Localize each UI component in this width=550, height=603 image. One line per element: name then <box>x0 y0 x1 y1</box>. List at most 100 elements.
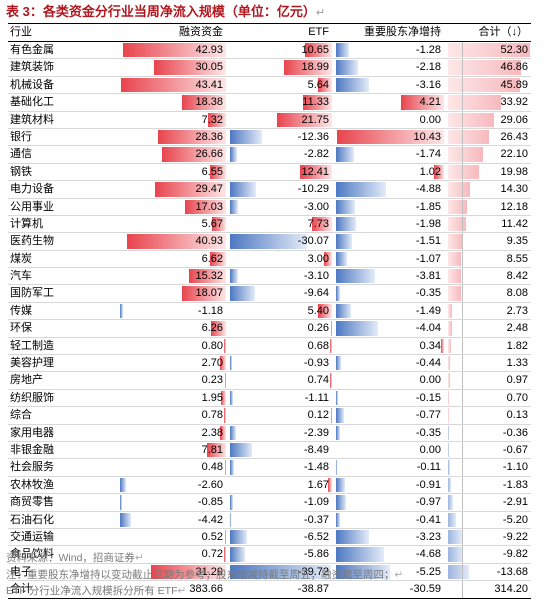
total-row: 合计 383.66 -38.87 -30.59 314.20 <box>8 581 531 599</box>
holder-cell: 4.21 <box>336 94 444 110</box>
margin-cell: 0.48 <box>120 459 226 475</box>
etf-value: 5.64 <box>307 78 329 91</box>
total-value: -1.83 <box>502 478 528 491</box>
axis-line <box>462 146 463 163</box>
etf-databar <box>230 182 257 197</box>
holder-databar <box>336 251 347 267</box>
total-value: -0.67 <box>502 443 528 456</box>
total-cell: 1.33 <box>448 355 531 372</box>
etf-databar <box>230 286 255 301</box>
holder-databar <box>336 129 444 145</box>
holder-value: 0.00 <box>419 443 441 456</box>
table-row: 有色金属 42.93 10.65 -1.28 52.30 <box>8 42 531 60</box>
return-mark-icon: ↵ <box>177 585 187 597</box>
industry-name: 医药生物 <box>10 235 54 248</box>
industry-name: 综合 <box>10 409 32 422</box>
industry-name: 交通运输 <box>10 530 54 543</box>
table-row: 环保 6.26 0.26 -4.04 2.48 <box>8 320 531 338</box>
margin-databar <box>150 564 226 580</box>
header-etf: ETF <box>308 26 329 38</box>
margin-value: 43.41 <box>195 78 223 91</box>
margin-value: -0.85 <box>197 496 223 509</box>
margin-cell: -4.42 <box>120 512 226 528</box>
etf-value: -5.86 <box>303 548 329 561</box>
holder-cell: -4.88 <box>336 181 444 197</box>
holder-databar <box>336 356 341 371</box>
holder-value: -2.18 <box>415 61 441 74</box>
total-value: -0.36 <box>502 426 528 439</box>
margin-value: 42.93 <box>195 44 223 56</box>
margin-value: -1.18 <box>197 304 223 317</box>
margin-value: 5.67 <box>201 217 223 230</box>
industry-name: 石油石化 <box>10 513 54 526</box>
etf-value: 11.33 <box>302 96 329 109</box>
etf-value: -2.82 <box>303 148 329 161</box>
margin-cell: 40.93 <box>120 233 226 249</box>
etf-databar <box>230 460 234 475</box>
holder-cell: -0.77 <box>336 407 444 423</box>
total-databar <box>448 129 490 145</box>
axis-line <box>462 355 463 372</box>
axis-line <box>462 181 463 198</box>
margin-cell: -1.18 <box>120 303 226 319</box>
etf-note: ETF 分行业净流入规模拆分所有 ETF <box>6 585 178 597</box>
axis-line <box>462 111 463 128</box>
total-value: 46.86 <box>500 61 528 74</box>
total-cell: 2.73 <box>448 302 531 320</box>
margin-cell: -0.85 <box>120 494 226 510</box>
holder-cell: -1.51 <box>336 233 444 249</box>
margin-databar <box>120 512 131 527</box>
holder-value: -0.35 <box>415 426 441 439</box>
industry-name: 建筑装饰 <box>10 61 54 74</box>
holder-cell: -1.28 <box>336 42 444 58</box>
margin-value: 6.62 <box>201 252 223 265</box>
holder-databar <box>336 564 390 580</box>
return-mark-icon: ↵ <box>315 7 326 19</box>
holder-cell: -0.97 <box>336 494 444 510</box>
margin-databar <box>224 529 226 545</box>
margin-cell: 31.29 <box>120 564 226 580</box>
industry-name: 银行 <box>10 130 32 143</box>
etf-cell: 0.12 <box>230 407 332 423</box>
axis-line <box>462 250 463 268</box>
margin-value: 7.81 <box>201 443 223 456</box>
industry-name: 汽车 <box>10 270 32 283</box>
holder-databar <box>336 199 356 214</box>
industry-name: 家用电器 <box>10 426 54 439</box>
etf-databar <box>276 112 332 127</box>
holder-cell: -0.11 <box>336 459 444 475</box>
margin-value: 2.70 <box>201 357 223 370</box>
holder-value: -4.68 <box>415 548 441 561</box>
axis-line <box>462 424 463 441</box>
etf-value: 0.74 <box>307 374 329 387</box>
margin-databar <box>157 129 226 145</box>
etf-value: -39.72 <box>297 565 329 578</box>
total-databar <box>448 529 463 545</box>
etf-cell: 10.65 <box>230 42 332 58</box>
etf-databar <box>230 269 238 284</box>
total-databar <box>448 60 522 75</box>
table-row: 通信 26.66 -2.82 -1.74 22.10 <box>8 146 531 164</box>
source-note: 资料来源：Wind，招商证券 <box>6 552 135 564</box>
etf-cell: -0.93 <box>230 355 332 371</box>
margin-databar <box>210 321 226 336</box>
holder-cell: 0.00 <box>336 112 444 128</box>
etf-databar <box>318 303 332 319</box>
total-databar <box>448 77 520 93</box>
margin-cell: 0.72 <box>120 546 226 562</box>
margin-value: 6.55 <box>201 165 223 178</box>
etf-databar <box>330 338 332 354</box>
industry-name: 公用事业 <box>10 200 54 213</box>
header-margin: 融资资金 <box>179 26 223 38</box>
total-cell: 46.86 <box>448 59 531 76</box>
holder-value: -30.59 <box>409 583 441 596</box>
etf-value: 1.67 <box>307 478 329 491</box>
header-industry: 行业 <box>10 26 32 38</box>
industry-name: 机械设备 <box>10 78 54 91</box>
holder-value: 0.34 <box>419 339 441 352</box>
margin-value: 1.95 <box>201 391 223 404</box>
total-cell: 11.42 <box>448 215 531 233</box>
margin-cell: 0.23 <box>120 372 226 388</box>
industry-name: 农林牧渔 <box>10 478 54 491</box>
margin-cell: 7.32 <box>120 112 226 128</box>
